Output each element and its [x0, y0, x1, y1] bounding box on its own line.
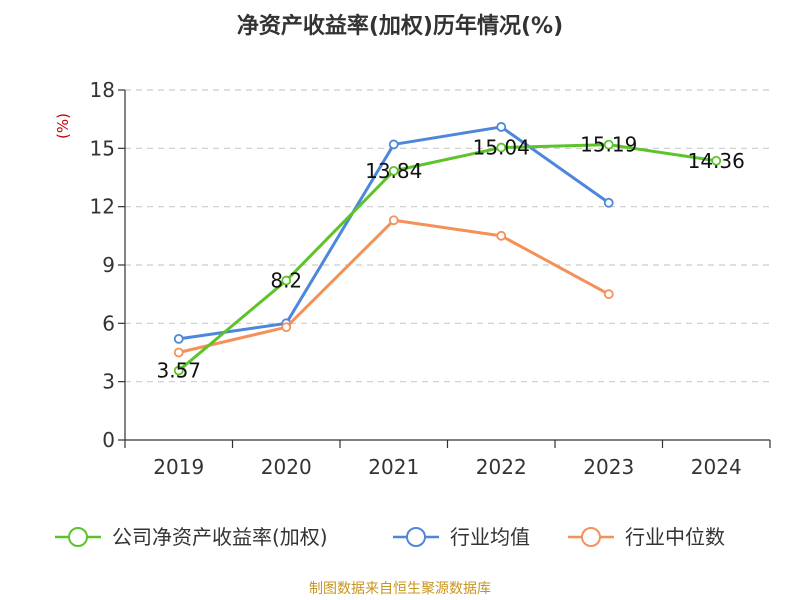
legend: 公司净资产收益率(加权) 行业均值 行业中位数: [55, 525, 725, 549]
x-tick-label-2020: 2020: [261, 455, 312, 479]
data-point[interactable]: [711, 155, 722, 166]
y-tick-label: 12: [90, 195, 115, 219]
data-label: 15.19: [580, 133, 637, 157]
data-label: 8.2: [270, 269, 302, 293]
x-tick-label-2022: 2022: [476, 455, 527, 479]
legend-circle-marker: [68, 527, 88, 547]
data-label: 3.57: [156, 359, 201, 383]
y-tick-label: 6: [102, 311, 115, 335]
data-point[interactable]: [496, 122, 507, 132]
source-footer: 制图数据来自恒生聚源数据库: [309, 581, 491, 597]
data-point[interactable]: [388, 139, 399, 150]
data-point[interactable]: [496, 142, 507, 153]
legend-label: 行业中位数: [625, 525, 725, 549]
data-point[interactable]: [603, 289, 614, 300]
legend-item-1[interactable]: 行业均值: [393, 525, 530, 549]
y-tick-label: 9: [102, 253, 115, 277]
legend-item-2[interactable]: 行业中位数: [568, 525, 725, 549]
y-axis-unit-label: (%): [54, 113, 72, 139]
legend-circle-marker: [581, 527, 601, 547]
series-0: 3.57 8.2 13.84 15.04 15.19 14.36: [156, 133, 744, 383]
y-tick-label: 3: [102, 370, 115, 394]
data-point[interactable]: [603, 197, 614, 208]
data-point[interactable]: [496, 230, 507, 241]
data-point[interactable]: [173, 365, 184, 376]
y-tick-label: 18: [90, 78, 115, 102]
data-point[interactable]: [173, 333, 184, 344]
series-line: [177, 143, 718, 373]
data-point[interactable]: [603, 139, 614, 150]
x-tick-label-2021: 2021: [368, 455, 419, 479]
y-tick-label: 0: [102, 428, 115, 452]
legend-label: 行业均值: [450, 525, 530, 549]
chart-title: 净资产收益率(加权)历年情况(%): [237, 13, 563, 39]
data-point[interactable]: [281, 322, 292, 333]
series-2: [173, 215, 614, 358]
data-point[interactable]: [388, 215, 399, 226]
legend-item-0[interactable]: 公司净资产收益率(加权): [55, 525, 328, 549]
data-label: 14.36: [688, 149, 745, 173]
axes: 0 3 6 9 12 15 18 2019 2020 2021 2022 2023 2024: [90, 78, 771, 479]
x-tick-label-2019: 2019: [153, 455, 204, 479]
y-tick-label: 15: [90, 136, 115, 160]
gridlines: [125, 89, 770, 383]
series-1: [173, 122, 614, 344]
series-line: [177, 218, 611, 354]
data-label: 13.84: [365, 159, 422, 183]
data-point[interactable]: [281, 275, 292, 286]
data-point[interactable]: [388, 165, 399, 176]
legend-circle-marker: [406, 527, 426, 547]
x-tick-label-2023: 2023: [583, 455, 634, 479]
x-tick-label-2024: 2024: [691, 455, 742, 479]
data-point[interactable]: [173, 347, 184, 358]
legend-label: 公司净资产收益率(加权): [112, 525, 328, 549]
series-group: 3.57 8.2 13.84 15.04 15.19 14.36: [156, 122, 745, 383]
data-label: 15.04: [473, 136, 530, 160]
